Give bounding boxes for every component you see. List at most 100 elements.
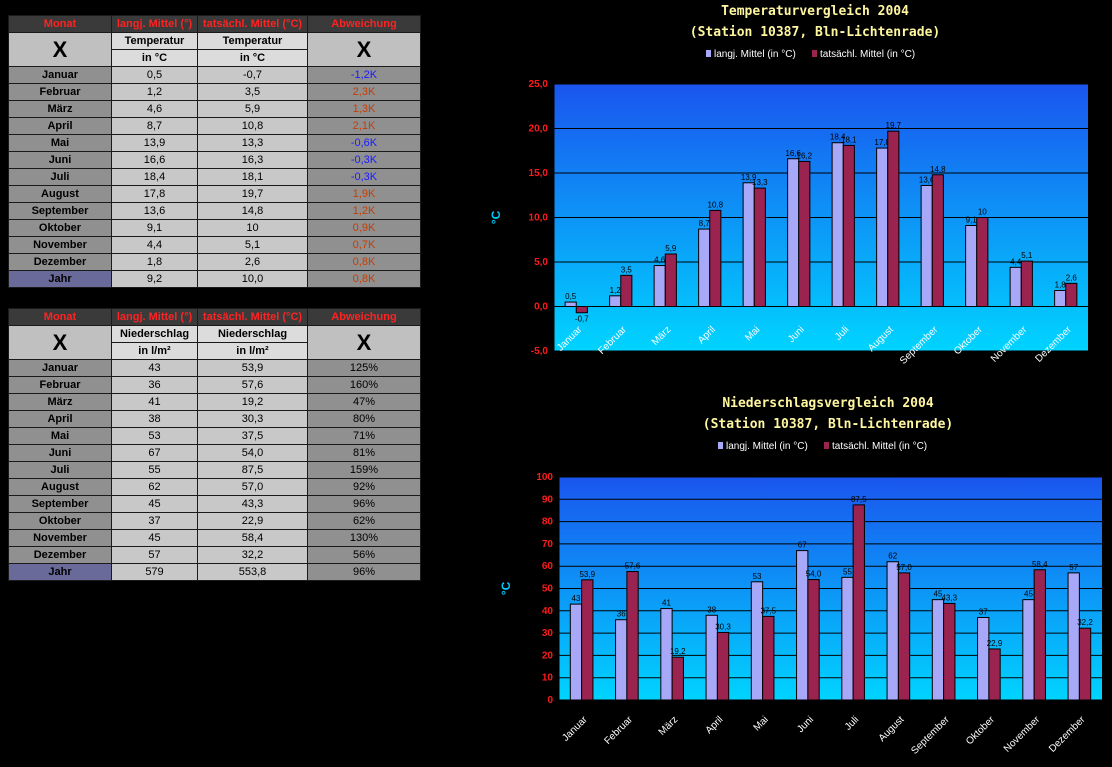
table-row: März 41 19,2 47% xyxy=(8,393,421,411)
subheader-actual: Niederschlag xyxy=(197,325,308,343)
data-label: -0,7 xyxy=(575,315,589,324)
data-label: 87,5 xyxy=(851,495,867,504)
month-cell: Jahr xyxy=(8,270,112,288)
y-tick-label: 90 xyxy=(542,494,554,505)
data-label: 41 xyxy=(662,599,671,608)
subheader-long-term: Niederschlag xyxy=(111,325,198,343)
data-label: 3,5 xyxy=(621,265,633,274)
actual-value: 16,3 xyxy=(197,151,308,169)
legend-entry: langj. Mittel (in °C) xyxy=(714,49,796,60)
bar-long-term xyxy=(1054,289,1067,308)
subheader-long-term: Temperatur xyxy=(111,32,198,50)
x-tick-label: Juli xyxy=(843,714,861,732)
bar-long-term xyxy=(742,182,755,307)
y-tick-label: 60 xyxy=(542,561,554,572)
deviation-value: 2,3K xyxy=(307,83,421,101)
y-axis-label: °C xyxy=(489,210,503,224)
bar-actual xyxy=(620,274,633,308)
x-tick-label: Juni xyxy=(795,714,816,735)
month-cell: März xyxy=(8,100,112,118)
header-long-term-mean: langj. Mittel (°) xyxy=(111,308,198,326)
x-tick-label: September xyxy=(909,714,952,757)
table-row: Juni 67 54,0 81% xyxy=(8,444,421,462)
actual-value: 37,5 xyxy=(197,427,308,445)
month-cell: Juni xyxy=(8,444,112,462)
long-term-value: 4,6 xyxy=(111,100,198,118)
legend-swatch xyxy=(718,442,723,449)
precipitation-table: Monat langj. Mittel (°) tatsächl. Mittel… xyxy=(8,308,421,581)
long-term-value: 67 xyxy=(111,444,198,462)
data-label: 43 xyxy=(572,594,581,603)
legend-swatch xyxy=(824,442,829,449)
data-label: 13,9 xyxy=(741,173,757,182)
table-row: Juli 55 87,5 159% xyxy=(8,461,421,479)
data-label: 38 xyxy=(707,605,716,614)
bar-actual xyxy=(1065,282,1078,307)
data-label: 10,8 xyxy=(708,200,724,209)
legend-entry: langj. Mittel (in °C) xyxy=(726,441,808,452)
data-label: 30,3 xyxy=(715,622,731,631)
table-row: Oktober 37 22,9 62% xyxy=(8,512,421,530)
long-term-value: 0,5 xyxy=(111,66,198,84)
bar-long-term xyxy=(660,608,673,701)
deviation-value: 130% xyxy=(307,529,421,547)
data-label: 37,5 xyxy=(760,606,776,615)
long-term-value: 43 xyxy=(111,359,198,377)
actual-value: 14,8 xyxy=(197,202,308,220)
table-header-row: Monat langj. Mittel (°) tatsächl. Mittel… xyxy=(8,308,421,326)
bar-long-term xyxy=(841,576,854,701)
actual-value: 10 xyxy=(197,219,308,237)
data-label: 55 xyxy=(843,567,852,576)
bar-long-term xyxy=(609,295,622,308)
month-cell: Januar xyxy=(8,359,112,377)
bar-actual xyxy=(1078,627,1092,701)
table-row: September 13,6 14,8 1,2K xyxy=(8,202,421,220)
y-tick-label: 50 xyxy=(542,584,554,595)
actual-value: 22,9 xyxy=(197,512,308,530)
y-tick-label: 70 xyxy=(542,539,554,550)
bar-long-term xyxy=(750,581,764,701)
table-row: April 8,7 10,8 2,1K xyxy=(8,117,421,135)
bar-long-term xyxy=(977,616,990,701)
bar-long-term xyxy=(698,228,711,308)
bar-long-term xyxy=(615,619,628,701)
x-tick-label: November xyxy=(1002,714,1043,755)
long-term-value: 41 xyxy=(111,393,198,411)
month-cell: Januar xyxy=(8,66,112,84)
bar-actual xyxy=(664,253,677,308)
bar-long-term xyxy=(831,142,844,307)
bar-actual xyxy=(798,160,811,307)
long-term-value: 57 xyxy=(111,546,198,564)
y-tick-label: -5,0 xyxy=(531,346,549,357)
x-mark: X xyxy=(307,325,421,360)
data-label: 54,0 xyxy=(806,570,822,579)
precipitation-chart: Niederschlagsvergleich 2004 (Station 1038… xyxy=(499,396,1102,757)
table-row: Dezember 1,8 2,6 0,8K xyxy=(8,253,421,271)
header-month: Monat xyxy=(8,308,112,326)
month-cell: September xyxy=(8,495,112,513)
y-tick-label: 10 xyxy=(542,673,554,684)
bar-actual xyxy=(762,615,775,701)
deviation-value: 80% xyxy=(307,410,421,428)
deviation-value: 81% xyxy=(307,444,421,462)
subheader-long-term-unit: in °C xyxy=(111,49,198,67)
y-tick-label: 5,0 xyxy=(534,257,548,268)
y-tick-label: 40 xyxy=(542,606,554,617)
x-tick-label: März xyxy=(657,714,681,738)
data-label: 19,2 xyxy=(670,647,686,656)
data-label: 5,9 xyxy=(665,244,677,253)
data-label: 45 xyxy=(934,590,943,599)
bar-long-term xyxy=(965,225,978,307)
header-deviation: Abweichung xyxy=(307,308,421,326)
data-label: 10 xyxy=(978,208,987,217)
month-cell: Februar xyxy=(8,83,112,101)
data-label: 18,1 xyxy=(841,135,857,144)
long-term-value: 45 xyxy=(111,529,198,547)
subheader-long-term-unit: in l/m² xyxy=(111,342,198,360)
bar-actual xyxy=(709,209,722,308)
bar-long-term xyxy=(787,158,800,307)
month-cell: April xyxy=(8,410,112,428)
bar-actual xyxy=(1033,569,1046,701)
actual-value: 553,8 xyxy=(197,563,308,581)
x-mark: X xyxy=(8,325,112,360)
